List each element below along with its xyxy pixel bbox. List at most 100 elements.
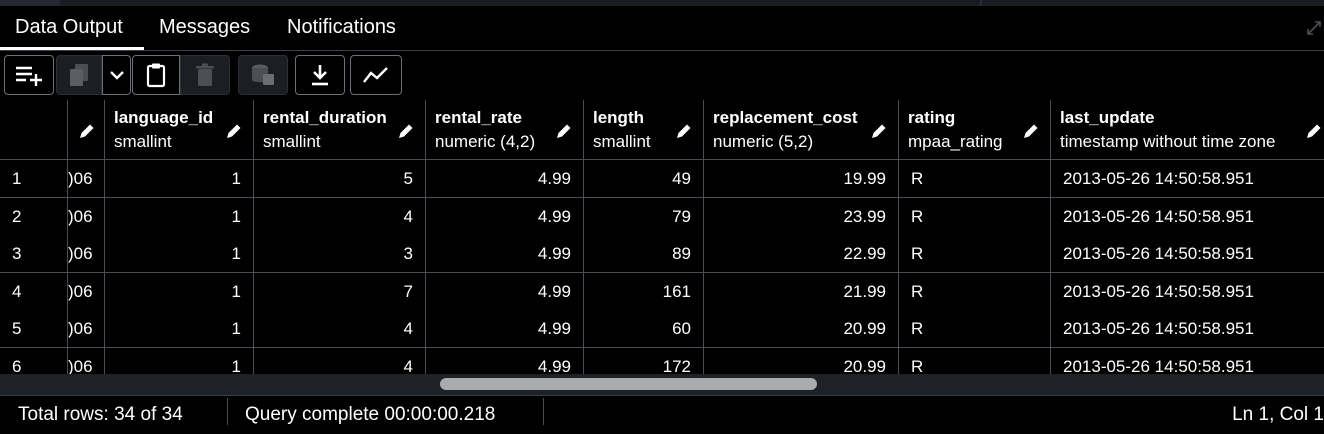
clipped-cell[interactable]: )06 — [68, 273, 105, 310]
paste-button[interactable] — [132, 55, 180, 95]
cell-language-id[interactable]: 1 — [105, 273, 254, 310]
save-data-icon — [252, 64, 274, 85]
cell-length[interactable]: 161 — [584, 273, 704, 310]
table-row[interactable]: 5 )06 1 4 4.99 60 20.99 R 2013-05-26 14:… — [0, 310, 1324, 347]
cell-replacement-cost[interactable]: 20.99 — [704, 310, 899, 347]
cell-rental-rate[interactable]: 4.99 — [426, 348, 584, 374]
cell-rental-duration[interactable]: 4 — [254, 348, 426, 374]
pencil-icon[interactable] — [1305, 122, 1323, 140]
column-header-language-id[interactable]: language_id smallint — [105, 100, 254, 160]
save-data-button[interactable] — [238, 55, 288, 95]
column-header-clipped[interactable] — [68, 100, 105, 160]
table-row[interactable]: 6 )06 1 4 4.99 172 20.99 R 2013-05-26 14… — [0, 348, 1324, 374]
graph-visualiser-button[interactable] — [350, 55, 402, 95]
cell-last-update[interactable]: 2013-05-26 14:50:58.951 — [1051, 160, 1324, 197]
row-number[interactable]: 6 — [0, 348, 68, 374]
cell-rating[interactable]: R — [899, 310, 1051, 347]
clipped-cell[interactable]: )06 — [68, 198, 105, 235]
row-number[interactable]: 3 — [0, 235, 68, 272]
cell-language-id[interactable]: 1 — [105, 235, 254, 272]
cell-replacement-cost[interactable]: 23.99 — [704, 198, 899, 235]
column-name: replacement_cost — [713, 108, 858, 127]
data-toolbar — [0, 51, 1324, 101]
tab-data-output[interactable]: Data Output — [0, 6, 144, 50]
cell-language-id[interactable]: 1 — [105, 310, 254, 347]
column-header-rental-duration[interactable]: rental_duration smallint — [254, 100, 426, 160]
cell-rental-duration[interactable]: 4 — [254, 310, 426, 347]
column-type: smallint — [263, 132, 321, 151]
cursor-position-status: Ln 1, Col 1 — [1232, 404, 1324, 425]
cell-rental-duration[interactable]: 4 — [254, 198, 426, 235]
column-type: smallint — [114, 132, 172, 151]
row-number[interactable]: 2 — [0, 198, 68, 235]
download-button[interactable] — [295, 55, 345, 95]
cell-rating[interactable]: R — [899, 235, 1051, 272]
delete-button[interactable] — [180, 55, 230, 95]
cell-length[interactable]: 60 — [584, 310, 704, 347]
cell-last-update[interactable]: 2013-05-26 14:50:58.951 — [1051, 198, 1324, 235]
pencil-icon[interactable] — [870, 122, 888, 140]
cell-rating[interactable]: R — [899, 160, 1051, 197]
row-number[interactable]: 5 — [0, 310, 68, 347]
cell-replacement-cost[interactable]: 21.99 — [704, 273, 899, 310]
top-panel-tab-edge — [0, 0, 60, 6]
pencil-icon[interactable] — [1022, 122, 1040, 140]
cell-last-update[interactable]: 2013-05-26 14:50:58.951 — [1051, 273, 1324, 310]
cell-language-id[interactable]: 1 — [105, 160, 254, 197]
table-row[interactable]: 4 )06 1 7 4.99 161 21.99 R 2013-05-26 14… — [0, 273, 1324, 310]
clipped-cell[interactable]: )06 — [68, 235, 105, 272]
cell-length[interactable]: 89 — [584, 235, 704, 272]
cell-last-update[interactable]: 2013-05-26 14:50:58.951 — [1051, 310, 1324, 347]
copy-button[interactable] — [56, 55, 102, 95]
cell-replacement-cost[interactable]: 20.99 — [704, 348, 899, 374]
cell-replacement-cost[interactable]: 19.99 — [704, 160, 899, 197]
cell-rental-duration[interactable]: 3 — [254, 235, 426, 272]
cell-rental-rate[interactable]: 4.99 — [426, 198, 584, 235]
cell-rental-rate[interactable]: 4.99 — [426, 160, 584, 197]
row-number-header — [0, 100, 68, 160]
pencil-icon[interactable] — [397, 122, 415, 140]
column-header-replacement-cost[interactable]: replacement_cost numeric (5,2) — [704, 100, 899, 160]
cell-rental-rate[interactable]: 4.99 — [426, 235, 584, 272]
cell-replacement-cost[interactable]: 22.99 — [704, 235, 899, 272]
cell-last-update[interactable]: 2013-05-26 14:50:58.951 — [1051, 348, 1324, 374]
top-panel-separator — [980, 0, 982, 6]
copy-options-dropdown[interactable] — [102, 55, 131, 95]
tab-messages[interactable]: Messages — [159, 16, 251, 38]
cell-rating[interactable]: R — [899, 273, 1051, 310]
pencil-icon[interactable] — [555, 122, 573, 140]
clipped-cell[interactable]: )06 — [68, 310, 105, 347]
cell-length[interactable]: 172 — [584, 348, 704, 374]
row-number[interactable]: 1 — [0, 160, 68, 197]
status-bar: Total rows: 34 of 34 Query complete 00:0… — [0, 395, 1324, 425]
column-header-rating[interactable]: rating mpaa_rating — [899, 100, 1051, 160]
cell-rental-duration[interactable]: 5 — [254, 160, 426, 197]
table-row[interactable]: 2 )06 1 4 4.99 79 23.99 R 2013-05-26 14:… — [0, 198, 1324, 235]
clipped-cell[interactable]: )06 — [68, 160, 105, 197]
row-number[interactable]: 4 — [0, 273, 68, 310]
download-icon — [312, 65, 328, 86]
horizontal-scrollbar-thumb[interactable] — [440, 378, 817, 390]
cell-rental-rate[interactable]: 4.99 — [426, 273, 584, 310]
pencil-icon[interactable] — [225, 122, 243, 140]
cell-rating[interactable]: R — [899, 198, 1051, 235]
table-row[interactable]: 3 )06 1 3 4.99 89 22.99 R 2013-05-26 14:… — [0, 235, 1324, 272]
column-header-last-update[interactable]: last_update timestamp without time zone — [1051, 100, 1324, 160]
cell-length[interactable]: 79 — [584, 198, 704, 235]
cell-rating[interactable]: R — [899, 348, 1051, 374]
table-row[interactable]: 1 )06 1 5 4.99 49 19.99 R 2013-05-26 14:… — [0, 160, 1324, 197]
tab-notifications[interactable]: Notifications — [287, 16, 396, 38]
cell-language-id[interactable]: 1 — [105, 198, 254, 235]
pencil-icon[interactable] — [675, 122, 693, 140]
cell-length[interactable]: 49 — [584, 160, 704, 197]
cell-language-id[interactable]: 1 — [105, 348, 254, 374]
column-header-length[interactable]: length smallint — [584, 100, 704, 160]
cell-rental-duration[interactable]: 7 — [254, 273, 426, 310]
pencil-icon[interactable] — [78, 122, 96, 140]
cell-last-update[interactable]: 2013-05-26 14:50:58.951 — [1051, 235, 1324, 272]
column-header-rental-rate[interactable]: rental_rate numeric (4,2) — [426, 100, 584, 160]
cell-rental-rate[interactable]: 4.99 — [426, 310, 584, 347]
add-row-button[interactable] — [4, 55, 54, 95]
clipped-cell[interactable]: )06 — [68, 348, 105, 374]
expand-icon[interactable] — [1306, 20, 1322, 36]
